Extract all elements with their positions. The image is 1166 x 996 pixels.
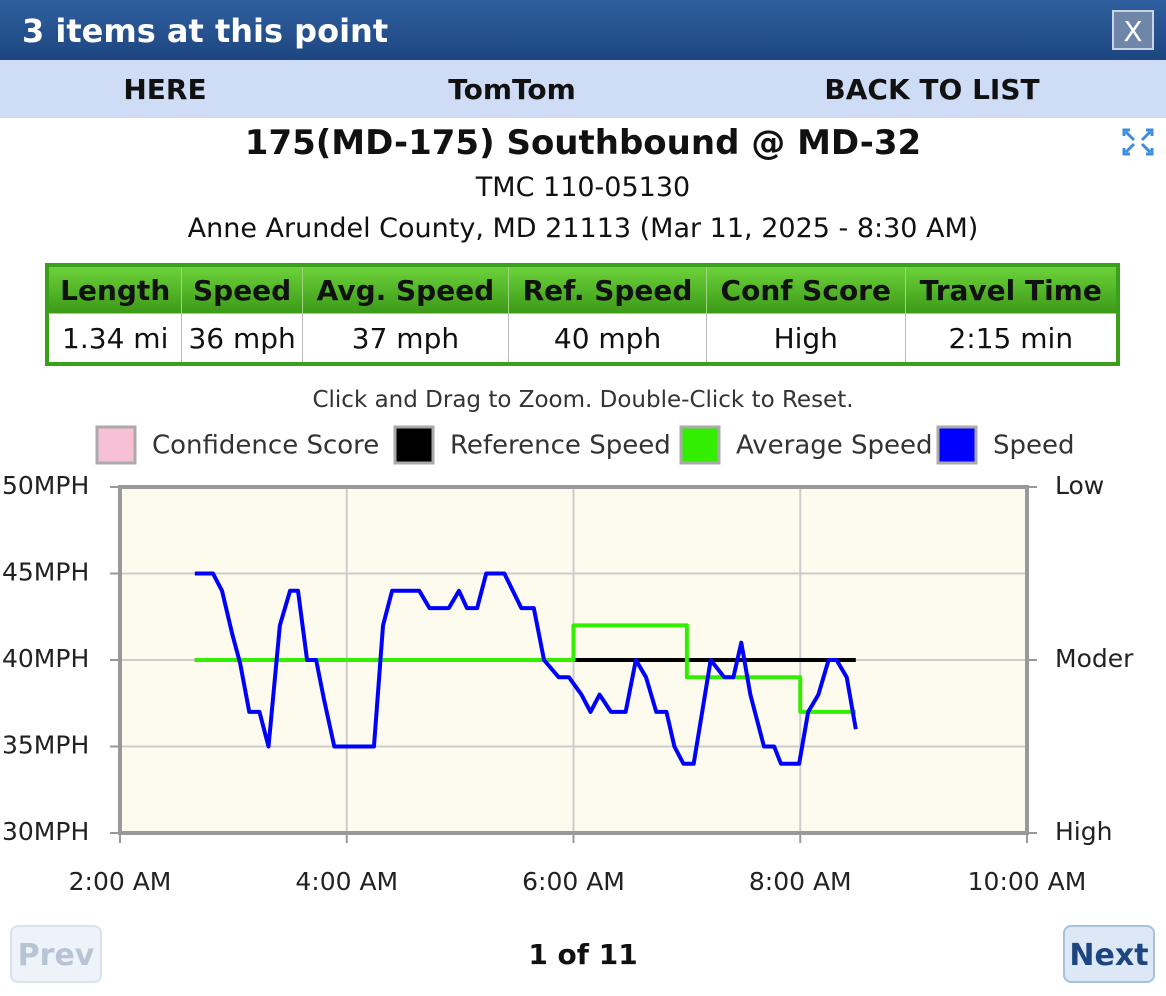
title-bar: 3 items at this point [0,0,1166,60]
legend-item: Confidence Score [95,425,379,465]
y-tick-label: 45MPH [2,558,89,587]
x-tick-label: 4:00 AM [295,867,398,896]
legend-label: Average Speed [736,431,933,461]
legend-swatch [95,425,137,465]
legend-label: Speed [993,431,1075,461]
y-tick-label: 40MPH [2,644,89,673]
tmc-code: TMC 110-05130 [475,172,691,203]
y2-tick-label: Low [1055,471,1104,500]
summary-table: Length Speed Avg. Speed Ref. Speed Conf Scor… [45,263,1120,366]
column-header: Conf Score [705,264,906,314]
legend-item: Speed [936,425,1075,465]
table-cell: High [705,313,906,365]
column-header: Length [46,264,183,314]
tab[interactable]: HERE [123,73,207,106]
legend-swatch [679,425,721,465]
close-button[interactable]: X [1112,10,1154,50]
column-header: Avg. Speed [301,264,510,314]
tab[interactable]: BACK TO LIST [824,73,1040,106]
table-cell: 37 mph [301,313,510,365]
x-tick-label: 10:00 AM [968,867,1087,896]
legend-label: Reference Speed [450,431,671,461]
legend-item: Average Speed [679,425,933,465]
legend-swatch [393,425,435,465]
x-tick-label: 8:00 AM [749,867,852,896]
zoom-hint: Click and Drag to Zoom. Double-Click to … [312,387,854,413]
legend-item: Reference Speed [393,425,671,465]
location-text: Anne Arundel County, MD 21113 (Mar 11, 2… [187,213,979,244]
table-cell: 36 mph [181,313,303,365]
next-button[interactable]: Next [1063,925,1155,983]
table-cell: 40 mph [508,313,707,365]
table-row: 1.34 mi 36 mph 37 mph 40 mph High 2:15 min [46,313,1119,365]
series-line [194,623,856,714]
series-line [194,571,858,766]
column-header: Speed [181,264,303,314]
x-tick-label: 2:00 AM [69,867,172,896]
popup-title: 3 items at this point [22,12,389,50]
legend-label: Confidence Score [152,431,379,461]
segment-title: 175(MD-175) Southbound @ MD-32 [244,123,922,163]
table-header: Length Speed Avg. Speed Ref. Speed Conf Scor… [46,264,1119,314]
legend-swatch [936,425,978,465]
table-cell: 2:15 min [904,313,1119,365]
y2-tick-label: High [1055,817,1112,846]
tab-bar: HERE TomTom BACK TO LIST [0,60,1166,118]
prev-button: Prev [10,925,102,983]
column-header: Travel Time [904,264,1119,314]
y-tick-label: 50MPH [2,471,89,500]
table-cell: 1.34 mi [46,313,183,365]
column-header: Ref. Speed [508,264,707,314]
x-tick-label: 6:00 AM [522,867,625,896]
plot-border [118,485,1029,835]
y-tick-label: 30MPH [2,817,89,846]
page-status: 1 of 11 [528,938,638,971]
y2-tick-label: Moder [1055,644,1134,673]
tab[interactable]: TomTom [448,73,576,106]
y-tick-label: 35MPH [2,731,89,760]
